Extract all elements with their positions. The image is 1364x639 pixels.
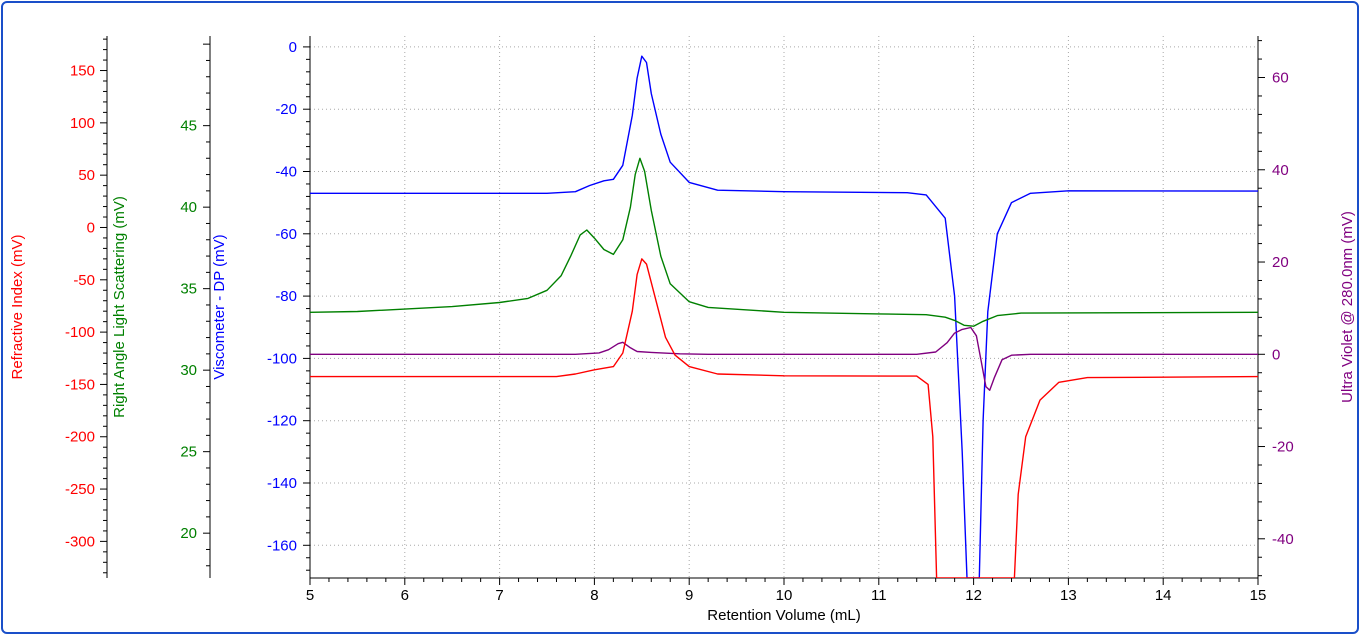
x-axis-title: Retention Volume (mL) [707,607,860,624]
ri-tick-label: -150 [65,376,95,393]
rals-tick-label: 40 [180,199,197,216]
dp-tick-label: -60 [275,226,297,243]
x-tick-label: 14 [1155,587,1172,604]
dp-series-line [310,55,1258,578]
x-tick-label: 10 [776,587,793,604]
ri-tick-label: 50 [78,167,95,184]
ri-tick-label: -200 [65,429,95,446]
ri-tick-label: -250 [65,481,95,498]
x-tick-label: 8 [590,587,598,604]
dp-tick-label: -100 [267,350,297,367]
x-tick-label: 11 [871,587,887,604]
series-group [310,55,1258,578]
ri-tick-label: 100 [70,115,95,132]
x-tick-label: 5 [306,587,314,604]
rals-axis-title: Right Angle Light Scattering (mV) [111,196,128,418]
x-tick-label: 6 [401,587,409,604]
x-tick-label: 12 [965,587,982,604]
rals-tick-label: 25 [180,444,197,461]
ri-axis-title: Refractive Index (mV) [9,234,26,379]
uv-tick-label: -40 [1272,531,1294,548]
ri-series-line [310,258,1258,578]
ri-tick-label: 0 [87,219,95,236]
dp-tick-label: -80 [275,288,297,305]
x-tick-label: 13 [1060,587,1077,604]
ri-tick-label: -300 [65,533,95,550]
uv-tick-label: 20 [1272,254,1289,271]
ri-tick-label: -50 [73,272,95,289]
x-tick-label: 9 [685,587,693,604]
x-tick-label: 7 [495,587,503,604]
ri-tick-label: 150 [70,63,95,80]
uv-tick-label: 0 [1272,346,1280,363]
ri-tick-label: -100 [65,324,95,341]
dp-tick-label: -20 [275,101,297,118]
rals-tick-label: 30 [180,362,197,379]
rals-tick-label: 45 [180,118,197,135]
dp-tick-label: -40 [275,164,297,181]
dp-tick-label: 0 [289,39,297,56]
uv-axis-title: Ultra Violet @ 280.0nm (mV) [1339,211,1356,403]
dp-tick-label: -140 [267,475,297,492]
dp-tick-label: -120 [267,413,297,430]
dp-tick-label: -160 [267,537,297,554]
x-tick-label: 15 [1250,587,1267,604]
rals-tick-label: 20 [180,525,197,542]
uv-tick-label: -20 [1272,439,1294,456]
uv-tick-label: 60 [1272,70,1289,87]
rals-tick-label: 35 [180,281,197,298]
uv-tick-label: 40 [1272,162,1289,179]
uv-series-line [310,326,1258,391]
dp-axis-title: Viscometer - DP (mV) [211,234,228,379]
rals-series-line [310,157,1258,327]
